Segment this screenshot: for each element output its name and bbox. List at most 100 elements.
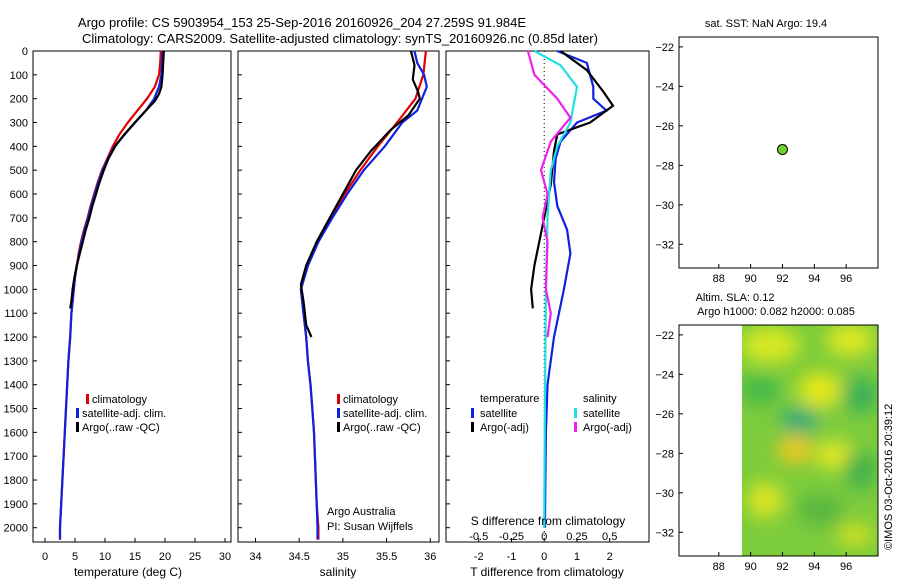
depth-tick-label: 300 [10, 118, 28, 130]
temperature-xlabel: temperature (deg C) [74, 565, 182, 579]
legend-label-t-argo: Argo(-adj) [480, 422, 529, 434]
legend-header-temperature: temperature [480, 393, 539, 405]
sst-map-ticks: −22 −24 −26 −28 −30 −32 88 90 92 94 96 [655, 42, 852, 285]
depth-tick-label: 400 [10, 141, 28, 153]
figure-title-line1: Argo profile: CS 5903954_153 25-Sep-2016… [78, 15, 526, 30]
legend-label-satellite: satellite-adj. clim. [343, 408, 427, 420]
salinity-panel: 34 34.5 35 35.5 36 climatology satellite-adj… [237, 50, 440, 579]
series-line-satellite [543, 49, 609, 528]
legend-label-t-satellite: satellite [480, 408, 517, 420]
legend-label-s-satellite: satellite [583, 408, 620, 420]
x-tick-label: 0 [541, 551, 547, 563]
map-x-tick-label: 96 [840, 273, 852, 285]
depth-tick-label: 1700 [4, 451, 28, 463]
sla-map-panel: Altim. SLA: 0.12 Argo h1000: 0.082 h2000… [655, 292, 879, 573]
sla-heatmap [742, 325, 878, 556]
map-y-tick-label: −32 [655, 239, 674, 251]
map-y-tick-label: −22 [655, 42, 674, 54]
legend-swatch-t-argo [471, 422, 474, 432]
temperature-plot-area [32, 50, 232, 543]
depth-tick-label: 1400 [4, 380, 28, 392]
depth-axis-labels: 0 100 200 300 400 500 600 700 800 900 1000 1100 1200… [4, 46, 28, 535]
depth-tick-label: 1900 [4, 499, 28, 511]
difference-xlabel: T difference from climatology [470, 565, 624, 579]
x-tick-label: 25 [189, 551, 201, 563]
map-y-tick-label: −30 [655, 488, 674, 500]
depth-tick-label: 1000 [4, 284, 28, 296]
depth-tick-label: 600 [10, 189, 28, 201]
sla-blob [780, 408, 820, 432]
x-tick-label: 15 [129, 551, 141, 563]
difference-ticks: -2 -1 0 1 2 -0.5 -0.25 0 0.25 0.5 [446, 50, 617, 563]
depth-tick-label: 2000 [4, 523, 28, 535]
sla-blob [842, 377, 878, 413]
depth-tick-label: 0 [22, 46, 28, 58]
x-tick-label: -2 [474, 551, 484, 563]
sla-blob [777, 436, 813, 464]
x-tick-label: -1 [507, 551, 517, 563]
sla-map-title: Altim. SLA: 0.12 [696, 292, 775, 304]
map-y-tick-label: −28 [655, 448, 674, 460]
sst-map-points [776, 144, 788, 156]
depth-tick-label: 1200 [4, 332, 28, 344]
map-x-tick-label: 92 [776, 561, 788, 573]
map-y-tick-label: −28 [655, 160, 674, 172]
sla-map-ticks: −22 −24 −26 −28 −30 −32 88 90 92 94 96 [655, 330, 852, 573]
x-tick-label: 34.5 [288, 551, 309, 563]
difference-legend: temperature salinity satellite Argo(-adj… [471, 393, 632, 434]
salinity-ticks: 34 34.5 35 35.5 36 [238, 50, 436, 563]
depth-tick-label: 200 [10, 94, 28, 106]
x-tick-label: 30 [219, 551, 231, 563]
legend-swatch-climatology [337, 394, 340, 404]
legend-swatch-satellite [337, 408, 340, 418]
x-tick-label: 5 [72, 551, 78, 563]
x-tick-label: 35.5 [376, 551, 397, 563]
depth-tick-label: 800 [10, 237, 28, 249]
x-tick-label: 10 [99, 551, 111, 563]
map-x-tick-label: 88 [713, 273, 725, 285]
map-x-tick-label: 90 [745, 561, 757, 573]
legend-swatch-satellite [76, 408, 79, 418]
x-tick-label: 20 [159, 551, 171, 563]
legend-swatch-s-satellite [574, 408, 577, 418]
sla-blob [815, 441, 855, 469]
x-tick-label: 36 [424, 551, 436, 563]
credit-pi: PI: Susan Wijffels [327, 521, 413, 533]
salinity-xlabel: salinity [320, 565, 357, 579]
s-tick-label: 0.5 [602, 531, 617, 543]
sla-map-subtitle: Argo h1000: 0.082 h2000: 0.085 [697, 306, 855, 318]
difference-panel: -2 -1 0 1 2 -0.5 -0.25 0 0.25 0.5 temperature sal… [445, 49, 650, 579]
sla-map-area [678, 324, 879, 557]
depth-tick-label: 1300 [4, 356, 28, 368]
map-x-tick-label: 88 [713, 561, 725, 573]
s-tick-label: -0.5 [469, 531, 488, 543]
series-line-argo [529, 50, 615, 309]
legend-label-climatology: climatology [92, 394, 148, 406]
difference-lines [526, 49, 615, 528]
depth-tick-label: 1500 [4, 404, 28, 416]
map-x-tick-label: 94 [808, 561, 820, 573]
salinity-lines [299, 50, 428, 540]
x-tick-label: 2 [607, 551, 613, 563]
temperature-lines [58, 50, 165, 540]
s-tick-label: 0 [541, 531, 547, 543]
legend-swatch-climatology [86, 394, 89, 404]
depth-tick-label: 1800 [4, 475, 28, 487]
sla-blob [798, 372, 842, 408]
legend-label-argo: Argo(..raw -QC) [343, 422, 421, 434]
map-x-tick-label: 92 [776, 273, 788, 285]
sla-blob [747, 482, 783, 518]
map-y-tick-label: −24 [655, 369, 674, 381]
credit-argo-australia: Argo Australia [327, 506, 396, 518]
depth-tick-label: 500 [10, 165, 28, 177]
sst-map-panel: sat. SST: NaN Argo: 19.4 −22 −24 −26 −28 −30… [655, 18, 879, 285]
x-tick-label: 0 [42, 551, 48, 563]
legend-swatch-s-argo [574, 422, 577, 432]
x-tick-label: 1 [574, 551, 580, 563]
map-y-tick-label: −30 [655, 200, 674, 212]
sla-blob [742, 327, 800, 363]
series-line-argo [69, 50, 165, 309]
legend-label-argo: Argo(..raw -QC) [82, 422, 160, 434]
depth-tick-label: 1100 [4, 308, 28, 320]
